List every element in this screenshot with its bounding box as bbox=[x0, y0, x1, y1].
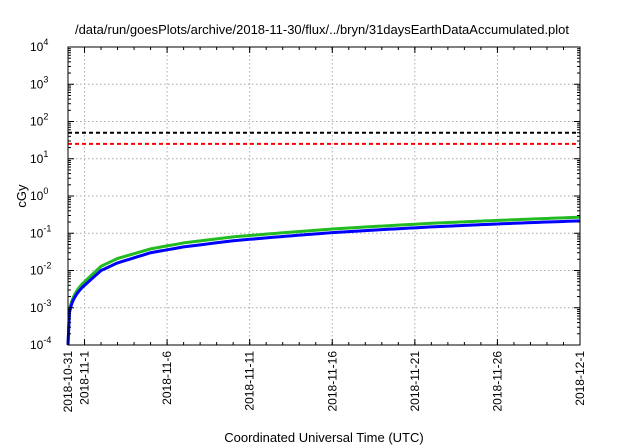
y-tick-label: 10-1 bbox=[30, 223, 51, 240]
x-tick-label: 2018-11-6 bbox=[160, 351, 174, 405]
x-axis: 2018-10-31 2018-11-1 2018-11-6 2018-11-11 20… bbox=[61, 47, 587, 412]
y-tick-label: 100 bbox=[30, 186, 48, 203]
x-axis-label: Coordinated Universal Time (UTC) bbox=[224, 430, 423, 445]
y-tick-label: 10-2 bbox=[30, 261, 51, 278]
y-tick-exponent: 3 bbox=[43, 74, 48, 84]
y-tick-label: 10-4 bbox=[30, 335, 51, 352]
grid-lines bbox=[68, 47, 580, 345]
chart-title: /data/run/goesPlots/archive/2018-11-30/f… bbox=[75, 22, 569, 37]
series-line bbox=[66, 215, 581, 346]
y-tick-exponent: 4 bbox=[43, 37, 48, 47]
x-tick-label: 2018-10-31 bbox=[61, 351, 75, 413]
x-tick-label: 2018-11-1 bbox=[78, 351, 92, 405]
y-tick-exponent: -3 bbox=[43, 298, 51, 308]
x-tick-label: 2018-11-21 bbox=[408, 351, 422, 412]
y-tick-label: 10-3 bbox=[30, 298, 51, 315]
y-tick-label: 101 bbox=[30, 149, 48, 166]
y-tick-exponent: -1 bbox=[43, 223, 51, 233]
x-tick-label: 2018-11-26 bbox=[490, 351, 504, 412]
y-tick-exponent: 2 bbox=[43, 112, 48, 122]
y-tick-label: 103 bbox=[30, 74, 48, 91]
y-tick-exponent: -4 bbox=[43, 335, 51, 345]
x-tick-label: 2018-11-11 bbox=[243, 351, 257, 411]
reference-lines bbox=[68, 131, 580, 145]
series-line bbox=[66, 219, 581, 346]
y-tick-label: 102 bbox=[30, 112, 48, 129]
x-tick-label: 2018-11-16 bbox=[325, 351, 339, 412]
y-axis-label: cGy bbox=[14, 184, 29, 208]
x-tick-label: 2018-12-1 bbox=[573, 351, 587, 406]
series-lines bbox=[66, 215, 581, 346]
y-tick-label: 104 bbox=[30, 37, 48, 54]
y-tick-exponent: 0 bbox=[43, 186, 48, 196]
y-tick-exponent: -2 bbox=[43, 261, 51, 271]
y-tick-exponent: 1 bbox=[43, 149, 48, 159]
